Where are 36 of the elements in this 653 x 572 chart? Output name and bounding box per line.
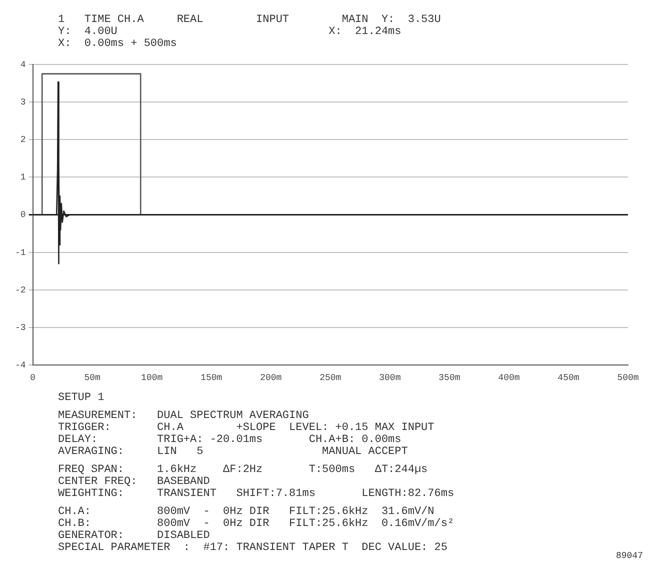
x-tick-label: 300m bbox=[379, 372, 401, 383]
y-tick-label: 4 bbox=[20, 60, 26, 70]
x-tick-label: 0 bbox=[30, 372, 36, 383]
text: MEASUREMENT: DUAL SPECTRUM AVERAGING bbox=[58, 410, 310, 422]
text: 1 TIME CH.A REAL INPUT MAIN Y: 3.53U bbox=[58, 14, 441, 26]
text: TRIGGER: CH.A +SLOPE LEVEL: +0.15 MAX INPUT bbox=[58, 422, 436, 434]
y-tick-label: 3 bbox=[20, 97, 26, 108]
x-tick-label: 500m bbox=[617, 372, 639, 383]
text: CH.A: 800mV - 0Hz DIR FILT:25.6kHz 31.6mV/N bbox=[58, 506, 436, 518]
x-tick-label: 100m bbox=[141, 372, 163, 383]
text: 89047 bbox=[616, 550, 643, 562]
y-tick-label: 1 bbox=[20, 172, 26, 183]
text: X: 0.00ms + 500ms bbox=[58, 38, 178, 50]
text: SETUP 1 bbox=[58, 392, 106, 404]
y-tick-label: -2 bbox=[14, 285, 26, 296]
text: FREQ SPAN: 1.6kHz ΔF:2Hz T:500ms ΔT:244µs bbox=[58, 464, 429, 476]
text: Y: 4.00U X: 21.24ms bbox=[58, 26, 402, 38]
x-tick-label: 350m bbox=[438, 372, 460, 383]
text: SPECIAL PARAMETER : #17: TRANSIENT TAPER T DEC VALUE: 25 bbox=[58, 542, 448, 554]
x-tick-label: 150m bbox=[200, 372, 222, 383]
x-tick-label: 450m bbox=[558, 372, 580, 383]
y-tick-label: 0 bbox=[20, 210, 26, 220]
x-tick-label: 200m bbox=[260, 372, 282, 383]
x-tick-label: 250m bbox=[320, 372, 342, 383]
text: WEIGHTING: TRANSIENT SHIFT:7.81ms LENGTH:82.76ms bbox=[58, 488, 454, 500]
x-tick-label: 50m bbox=[84, 372, 100, 383]
y-tick-label: -3 bbox=[14, 322, 26, 333]
y-tick-label: 2 bbox=[20, 134, 26, 145]
text: CENTER FREQ: BASEBAND bbox=[58, 476, 211, 488]
x-tick-label: 400m bbox=[498, 372, 520, 383]
text: AVERAGING: LIN 5 MANUAL ACCEPT bbox=[58, 446, 409, 458]
text: CH.B: 800mV - 0Hz DIR FILT:25.6kHz 0.16mV/m/s² bbox=[58, 518, 454, 530]
y-tick-label: -1 bbox=[14, 248, 26, 258]
text: DELAY: TRIG+A: -20.01ms CH.A+B: 0.00ms bbox=[58, 434, 402, 446]
y-tick-label: -4 bbox=[14, 360, 26, 371]
text: GENERATOR: DISABLED bbox=[58, 530, 211, 542]
